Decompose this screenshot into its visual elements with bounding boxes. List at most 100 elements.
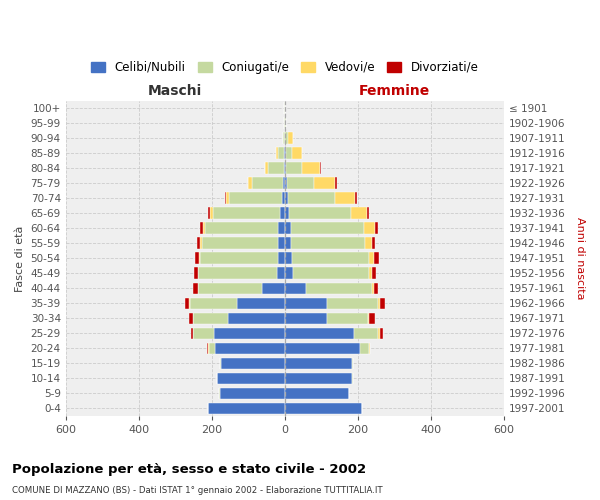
- Bar: [268, 162, 284, 174]
- Bar: [350, 208, 367, 219]
- Bar: [285, 162, 286, 174]
- Bar: [185, 298, 189, 309]
- Bar: [205, 222, 278, 234]
- Bar: [189, 298, 190, 309]
- Bar: [286, 148, 292, 159]
- Bar: [189, 312, 193, 324]
- Bar: [190, 298, 238, 309]
- Bar: [197, 268, 198, 279]
- Bar: [378, 328, 380, 340]
- Bar: [365, 238, 373, 249]
- Bar: [208, 342, 209, 354]
- Bar: [285, 192, 288, 204]
- Bar: [293, 268, 369, 279]
- Bar: [285, 178, 287, 189]
- Bar: [285, 238, 292, 249]
- Bar: [262, 282, 285, 294]
- Text: Femmine: Femmine: [359, 84, 430, 98]
- Bar: [306, 282, 372, 294]
- Bar: [288, 192, 335, 204]
- Bar: [228, 312, 285, 324]
- Bar: [284, 162, 285, 174]
- Bar: [369, 312, 376, 324]
- Bar: [320, 162, 321, 174]
- Bar: [283, 132, 285, 144]
- Bar: [292, 252, 369, 264]
- Bar: [248, 178, 252, 189]
- Bar: [219, 388, 220, 400]
- Bar: [213, 208, 280, 219]
- Bar: [284, 148, 285, 159]
- Bar: [292, 148, 302, 159]
- Bar: [196, 252, 199, 264]
- Bar: [252, 178, 283, 189]
- Bar: [374, 252, 379, 264]
- Bar: [302, 162, 320, 174]
- Bar: [198, 282, 262, 294]
- Bar: [378, 298, 380, 309]
- Bar: [335, 178, 337, 189]
- Bar: [314, 178, 335, 189]
- Bar: [278, 148, 284, 159]
- Y-axis label: Anni di nascita: Anni di nascita: [575, 217, 585, 300]
- Bar: [327, 312, 368, 324]
- Bar: [364, 222, 374, 234]
- Bar: [202, 238, 278, 249]
- Bar: [352, 372, 353, 384]
- Bar: [355, 192, 357, 204]
- Bar: [214, 328, 285, 340]
- Bar: [285, 282, 306, 294]
- Bar: [191, 328, 193, 340]
- Bar: [208, 402, 285, 414]
- Bar: [229, 192, 282, 204]
- Bar: [226, 192, 229, 204]
- Bar: [286, 162, 302, 174]
- Text: Popolazione per età, sesso e stato civile - 2002: Popolazione per età, sesso e stato civil…: [12, 462, 366, 475]
- Bar: [285, 298, 327, 309]
- Bar: [221, 358, 285, 370]
- Bar: [380, 328, 383, 340]
- Bar: [327, 298, 378, 309]
- Bar: [285, 402, 362, 414]
- Bar: [285, 252, 292, 264]
- Bar: [292, 222, 364, 234]
- Bar: [280, 208, 285, 219]
- Bar: [289, 208, 350, 219]
- Bar: [215, 342, 285, 354]
- Bar: [359, 342, 369, 354]
- Y-axis label: Fasce di età: Fasce di età: [15, 225, 25, 292]
- Bar: [208, 208, 210, 219]
- Bar: [373, 238, 376, 249]
- Text: Maschi: Maschi: [148, 84, 202, 98]
- Bar: [285, 358, 352, 370]
- Bar: [203, 222, 205, 234]
- Bar: [285, 312, 327, 324]
- Bar: [198, 268, 277, 279]
- Bar: [368, 312, 369, 324]
- Bar: [193, 328, 214, 340]
- Bar: [277, 268, 285, 279]
- Bar: [210, 208, 213, 219]
- Bar: [278, 238, 285, 249]
- Bar: [197, 282, 198, 294]
- Bar: [372, 268, 376, 279]
- Bar: [285, 328, 354, 340]
- Bar: [217, 372, 285, 384]
- Bar: [265, 162, 268, 174]
- Bar: [200, 238, 202, 249]
- Bar: [372, 282, 374, 294]
- Bar: [369, 342, 370, 354]
- Bar: [335, 192, 355, 204]
- Bar: [285, 268, 293, 279]
- Text: COMUNE DI MAZZANO (BS) - Dati ISTAT 1° gennaio 2002 - Elaborazione TUTTITALIA.IT: COMUNE DI MAZZANO (BS) - Dati ISTAT 1° g…: [12, 486, 383, 495]
- Bar: [285, 342, 359, 354]
- Bar: [275, 148, 278, 159]
- Bar: [374, 222, 379, 234]
- Bar: [287, 178, 314, 189]
- Bar: [292, 238, 365, 249]
- Bar: [285, 222, 292, 234]
- Bar: [285, 372, 352, 384]
- Legend: Celibi/Nubili, Coniugati/e, Vedovi/e, Divorziati/e: Celibi/Nubili, Coniugati/e, Vedovi/e, Di…: [86, 56, 483, 78]
- Bar: [194, 268, 197, 279]
- Bar: [354, 328, 378, 340]
